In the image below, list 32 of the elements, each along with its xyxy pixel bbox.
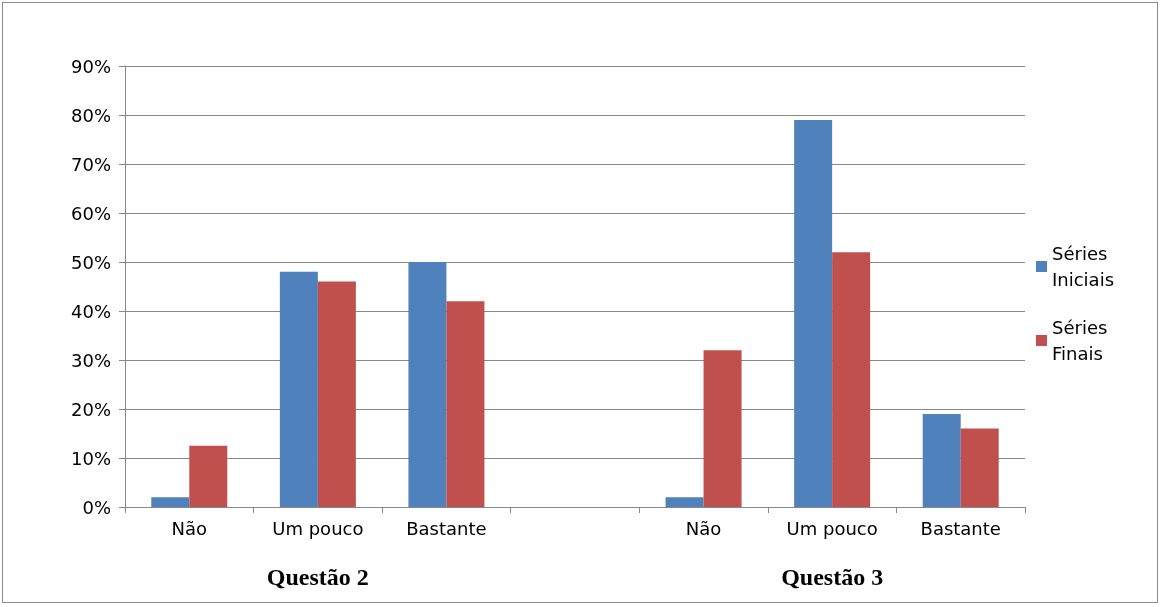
y-tick-label: 40%	[70, 300, 111, 322]
bar	[317, 281, 356, 507]
bar	[665, 497, 704, 507]
bar	[832, 252, 871, 507]
legend-label: Séries Finais	[1052, 317, 1114, 364]
bar	[151, 497, 190, 507]
y-tick-label: 70%	[70, 153, 111, 175]
bar	[703, 350, 742, 507]
y-tick-label: 90%	[70, 55, 111, 77]
x-tick-label: Bastante	[920, 517, 1001, 539]
y-tick-label: 0%	[82, 496, 111, 518]
bar	[960, 428, 999, 507]
bar	[446, 301, 485, 507]
y-tick-label: 50%	[70, 251, 111, 273]
bar	[189, 445, 228, 507]
y-tick-label: 80%	[70, 104, 111, 126]
x-tick-label: Um pouco	[786, 517, 878, 539]
y-tick-label: 60%	[70, 202, 111, 224]
legend-label: Séries Iniciais	[1052, 243, 1115, 290]
bar	[408, 262, 447, 507]
bar	[922, 413, 961, 507]
x-tick-label: Não	[685, 517, 722, 539]
x-tick-label: Não	[171, 517, 208, 539]
bar	[794, 119, 833, 507]
text: Questão 2	[266, 564, 369, 590]
text: Questão 3	[781, 564, 884, 590]
bar	[279, 271, 318, 507]
x-tick-label: Bastante	[406, 517, 487, 539]
y-tick-label: 20%	[70, 398, 111, 420]
y-tick-label: 30%	[70, 349, 111, 371]
y-tick-label: 10%	[70, 447, 111, 469]
x-tick-label: Um pouco	[272, 517, 364, 539]
